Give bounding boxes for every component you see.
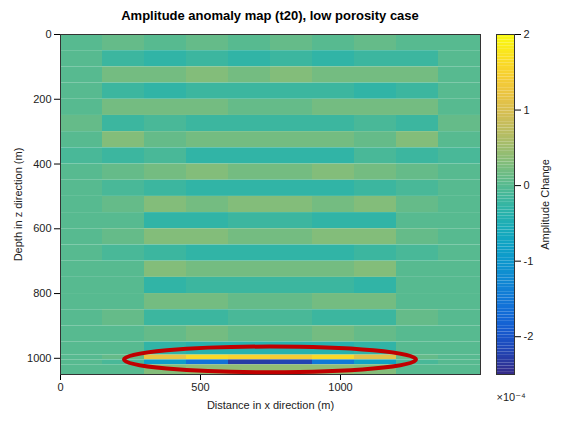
svg-text:-2: -2 [524, 330, 534, 342]
svg-text:0: 0 [524, 179, 530, 191]
svg-text:0: 0 [45, 28, 51, 40]
svg-text:2: 2 [524, 28, 530, 40]
svg-text:600: 600 [33, 222, 51, 234]
svg-text:Amplitude Change: Amplitude Change [539, 159, 551, 250]
svg-text:Distance in x direction (m): Distance in x direction (m) [207, 399, 334, 411]
svg-text:200: 200 [33, 93, 51, 105]
svg-text:-1: -1 [524, 255, 534, 267]
svg-text:400: 400 [33, 158, 51, 170]
svg-text:1000: 1000 [328, 381, 352, 393]
svg-text:0: 0 [57, 381, 63, 393]
html-text:Amplitude anomaly map (t20), l: Amplitude anomaly map (t20), low porosit… [121, 8, 419, 23]
svg-text:800: 800 [33, 287, 51, 299]
svg-text:1: 1 [524, 104, 530, 116]
svg-text:Depth in z direction (m): Depth in z direction (m) [12, 148, 24, 262]
svg-text:500: 500 [191, 381, 209, 393]
svg-text:1000: 1000 [27, 352, 51, 364]
svg-text:×10⁻⁴: ×10⁻⁴ [497, 391, 526, 403]
